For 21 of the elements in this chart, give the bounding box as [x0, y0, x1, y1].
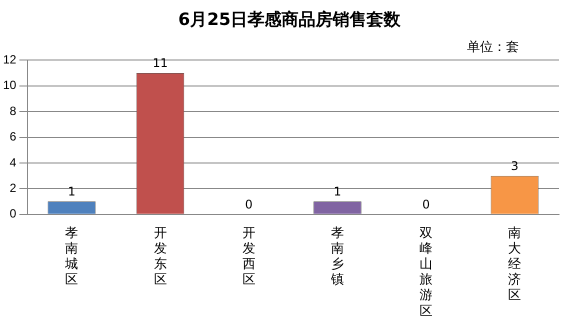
x-tick-label: 双峰山旅游区 [420, 224, 433, 318]
y-tick-label: 0 [10, 206, 17, 221]
y-tick-label: 2 [10, 181, 17, 196]
y-tick-label: 12 [2, 52, 17, 67]
data-label: 3 [510, 158, 519, 173]
text: 单位：套 [467, 39, 519, 56]
x-tick-label: 开发东区 [154, 224, 167, 287]
x-tick-label: 开发西区 [242, 224, 256, 287]
x-tick-label: 南大经济区 [508, 224, 522, 302]
y-tick-label: 8 [10, 104, 17, 118]
y-tick-label: 10 [2, 78, 17, 92]
y-tick-label: 6 [10, 130, 17, 144]
chart-title: 6月25日孝感商品房销售套数 [177, 9, 402, 31]
x-tick-label: 孝南城区 [64, 224, 78, 287]
x-tick-label: 孝南乡镇 [330, 224, 344, 287]
data-label: 0 [245, 198, 253, 212]
data-label: 0 [422, 198, 430, 212]
data-label: 1 [68, 184, 76, 199]
data-label: 1 [334, 184, 342, 199]
data-label: 11 [152, 56, 168, 70]
y-tick-label: 4 [10, 155, 17, 170]
